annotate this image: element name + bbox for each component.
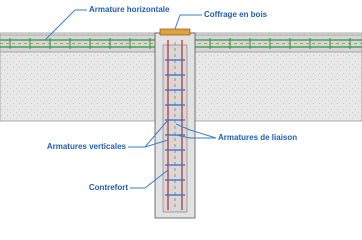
leaders (44, 9, 217, 189)
label: Armatures de liaison (218, 133, 297, 142)
buttress (154, 32, 196, 219)
label: Armatures verticales (47, 142, 127, 151)
label: Armature horizontale (89, 5, 170, 14)
label: Contrefort (89, 183, 128, 192)
label: Coffrage en bois (204, 10, 268, 19)
diagram: Armature horizontale Coffrage en bois Ar… (0, 5, 362, 219)
formwork (159, 28, 191, 36)
